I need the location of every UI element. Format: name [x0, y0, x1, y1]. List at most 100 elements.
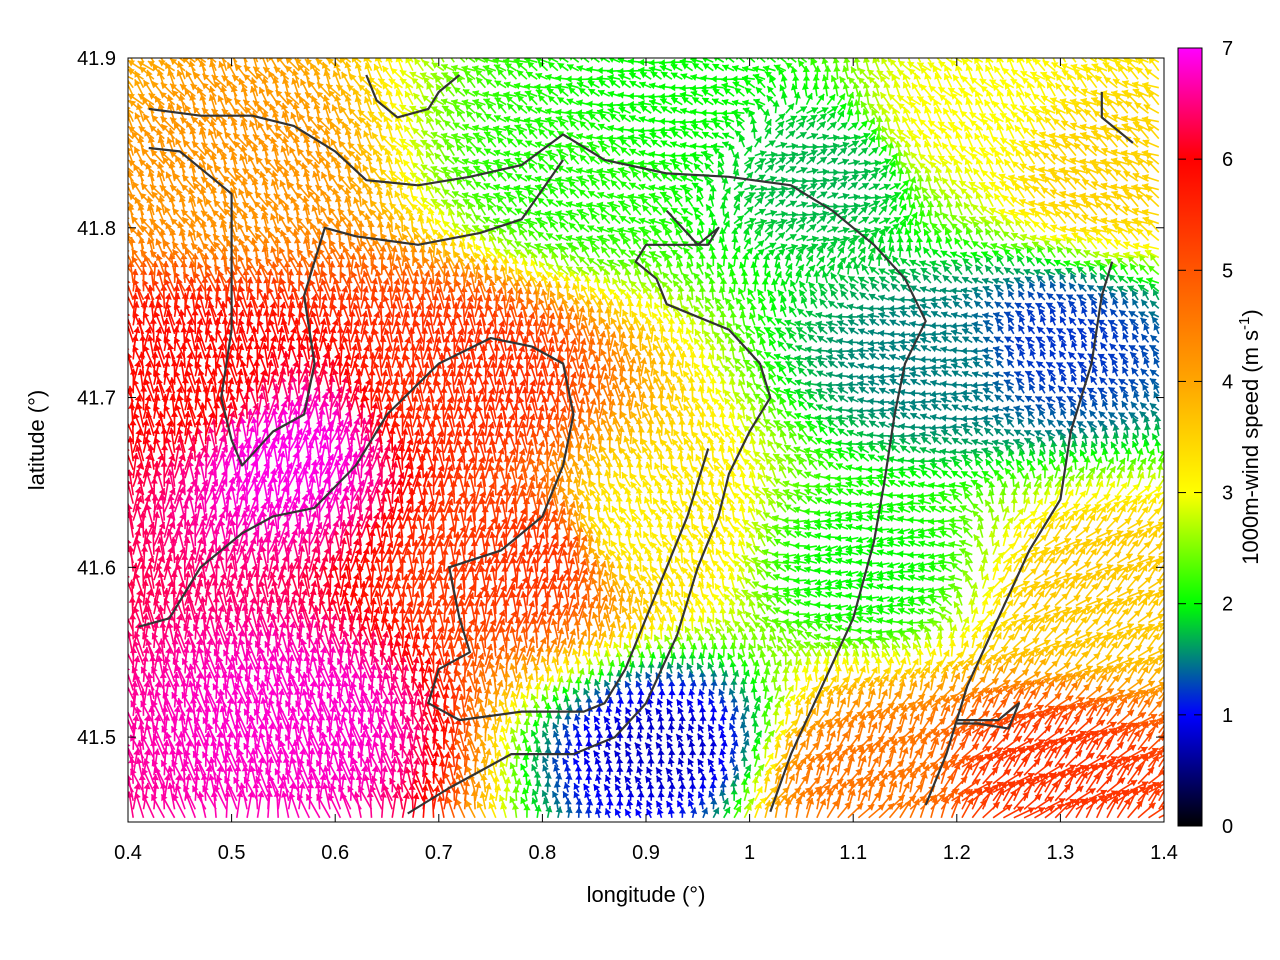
wind-vector-head [615, 808, 622, 816]
wind-vector-head [848, 789, 856, 797]
wind-vector-head [562, 791, 570, 799]
wind-vector-head [307, 773, 315, 780]
wind-vector-head [575, 807, 583, 814]
wind-vector-head [273, 790, 281, 797]
wind-vector-head [636, 800, 643, 807]
wind-vector-head [319, 773, 327, 781]
wind-vector-head [174, 774, 182, 781]
wind-vector-head [625, 809, 632, 817]
wind-vector-head [701, 807, 709, 815]
wind-vector-head [298, 782, 306, 789]
wind-vector-head [575, 798, 583, 805]
wind-vector-head [756, 786, 763, 794]
wind-vector-head [552, 791, 559, 799]
wind-vector-head [553, 798, 561, 805]
wind-vector-head [395, 783, 403, 791]
wind-vector-head [489, 793, 496, 801]
wind-vector-head [966, 798, 974, 806]
wind-vector-layer [128, 58, 1164, 819]
wind-vector-head [531, 789, 539, 796]
wind-vector-head [687, 799, 695, 807]
wind-vector-head [542, 797, 550, 805]
wind-vector-head [1100, 796, 1108, 804]
wind-vector-head [1047, 796, 1054, 803]
wind-vector-head [437, 795, 445, 802]
wind-vector-head [992, 802, 1000, 809]
wind-vector-head [647, 791, 655, 798]
wind-vector-head [626, 799, 634, 807]
wind-vector-head [657, 791, 665, 798]
wind-vector-head [545, 805, 553, 813]
wind-vector-head [887, 803, 895, 811]
wind-vector-head [997, 788, 1005, 796]
wind-vector-head [690, 807, 698, 815]
wind-vector-head [594, 807, 602, 815]
wind-vector-head [445, 797, 453, 804]
wind-vector-head [565, 806, 573, 814]
wind-vector-head [745, 804, 752, 811]
wind-vector-head [339, 773, 347, 781]
wind-vector-head [277, 782, 285, 789]
wind-vector-head [151, 774, 159, 781]
wind-vector-head [708, 790, 715, 798]
wind-vector-head [734, 805, 741, 813]
wind-vector-head [606, 799, 614, 806]
wind-vector-head [908, 795, 916, 803]
wind-vector-head [604, 808, 612, 816]
wind-vector-head [463, 779, 471, 787]
wind-vector-head [873, 791, 881, 799]
wind-vector-head [573, 791, 580, 799]
wind-vector-head [499, 795, 506, 802]
wind-vector-head [322, 782, 329, 790]
wind-vector-head [747, 798, 755, 806]
wind-vector-head [133, 783, 141, 790]
wind-vector-head [484, 783, 492, 790]
wind-vector-head [555, 806, 563, 814]
wind-vector-head [759, 797, 767, 805]
wind-vector-head [719, 789, 727, 797]
wind-vector-head [402, 792, 410, 799]
wind-vector [1158, 800, 1164, 810]
wind-vector-head [667, 791, 675, 798]
wind-vector-head [1027, 807, 1035, 814]
wind-vector-head [208, 774, 216, 781]
wind-vector-head [239, 782, 247, 790]
wind-vector-head [412, 792, 420, 800]
wind-vector-head [479, 791, 487, 799]
wind-vector-head [585, 807, 593, 814]
wind-vector-head [167, 782, 175, 790]
wind-vector-head [646, 800, 653, 808]
wind-vector-head [200, 773, 208, 780]
wind-vector-head [280, 791, 288, 798]
wind-vector-head [433, 785, 441, 793]
wind-vector-head [363, 774, 371, 782]
wind-vector-head [280, 774, 288, 781]
wind-vector-head [723, 807, 731, 814]
wind-vector-head [1069, 798, 1077, 806]
wind-vector-head [257, 790, 265, 798]
wind-vector-head [1153, 789, 1160, 796]
wind-vector-head [488, 802, 495, 810]
wind-vector-head [541, 790, 549, 798]
wind-vector-head [635, 809, 642, 817]
wind-vector-head [314, 782, 322, 789]
wind-vector-head [798, 790, 806, 798]
wind-vector-head [666, 801, 673, 808]
wind-vector-head [896, 801, 903, 809]
wind-vector-head [1111, 797, 1119, 805]
wind-vector-head [391, 792, 399, 799]
wind-vector-head [353, 791, 361, 799]
wind-vector-head [509, 796, 516, 804]
wind-vector-head [646, 808, 653, 816]
wind-vector-head [677, 791, 685, 799]
wind-vector-head [616, 791, 624, 798]
wind-vector-head [698, 798, 706, 806]
wind-vector-head [678, 807, 686, 814]
wind-vector-head [465, 800, 473, 808]
wind-vector-head [819, 798, 827, 806]
wind-vector-head [769, 786, 777, 794]
wind-vector-head [780, 794, 788, 802]
wind-vector-head [265, 782, 273, 789]
wind-vector-head [710, 798, 718, 805]
